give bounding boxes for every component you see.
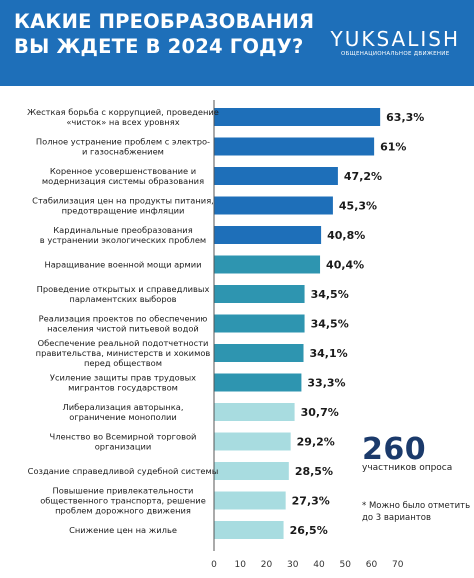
category-label-9-line-0: Усиление защиты прав трудовых xyxy=(50,373,196,383)
category-label-8-line-0: Обеспечение реальной подотчетности xyxy=(38,338,209,348)
value-label-14: 26,5% xyxy=(290,524,328,537)
category-label-5-line-0: Наращивание военной мощи армии xyxy=(44,260,201,270)
category-label-8: Обеспечение реальной подотчетности правит… xyxy=(36,338,211,368)
value-label-6: 34,5% xyxy=(311,288,349,301)
value-label-13: 27,3% xyxy=(292,495,330,508)
category-label-2-line-1: модернизация системы образования xyxy=(42,176,204,186)
value-label-1: 61% xyxy=(380,141,406,154)
brand-subtitle: ОБЩЕНАЦИОНАЛЬНОЕ ДВИЖЕНИЕ xyxy=(340,51,450,57)
category-label-10-line-1: ограничение монополии xyxy=(69,412,177,422)
bar-1 xyxy=(214,137,375,156)
bar-10 xyxy=(214,403,295,421)
bar-chart: 63,3% Жесткая борьба с коррупцией, провед… xyxy=(27,100,424,570)
bar-4 xyxy=(214,226,322,244)
value-label-3: 45,3% xyxy=(339,200,377,213)
title-line-2: ВЫ ЖДЕТЕ В 2024 ГОДУ? xyxy=(14,35,304,58)
value-label-12: 28,5% xyxy=(295,465,333,478)
category-label-3-line-0: Стабилизация цен на продукты питания, xyxy=(32,196,214,206)
value-label-4: 40,8% xyxy=(327,229,365,242)
category-label-10-line-0: Либерализация авторынка, xyxy=(63,402,184,412)
brand-name: YUKSALISH xyxy=(330,27,460,51)
value-label-0: 63,3% xyxy=(386,111,424,124)
category-label-13-line-0: Повышение привлекательности xyxy=(53,486,194,496)
x-tick-2: 20 xyxy=(261,560,273,570)
category-label-4: Кардинальные преобразования в устранении … xyxy=(40,225,206,245)
brand-logo: YUKSALISH ОБЩЕНАЦИОНАЛЬНОЕ ДВИЖЕНИЕ xyxy=(331,28,461,58)
bar-3 xyxy=(214,196,333,215)
category-label-8-line-2: перед обществом xyxy=(84,358,162,368)
bar-6 xyxy=(214,285,305,303)
category-label-1-line-1: и газоснабжением xyxy=(82,147,164,157)
category-label-8-line-1: правительства, министерств и хокимов xyxy=(36,348,211,358)
footnote-line-1: * Можно было отметить xyxy=(362,501,471,511)
bar-0 xyxy=(214,108,381,126)
category-label-4-line-1: в устранении экологических проблем xyxy=(40,235,206,245)
category-label-6: Проведение открытых и справедливых парлам… xyxy=(37,284,210,304)
category-label-11: Членство во Всемирной торговой организаци… xyxy=(50,432,197,452)
category-label-11-line-0: Членство во Всемирной торговой xyxy=(50,432,197,442)
category-label-14-line-0: Снижение цен на жилье xyxy=(69,525,177,535)
x-tick-4: 40 xyxy=(313,560,325,570)
bar-9 xyxy=(214,373,302,392)
value-label-11: 29,2% xyxy=(297,436,335,449)
category-label-0-line-0: Жесткая борьба с коррупцией, проведение xyxy=(27,107,219,117)
category-label-3: Стабилизация цен на продукты питания, пре… xyxy=(32,196,214,216)
category-label-4-line-0: Кардинальные преобразования xyxy=(53,225,192,235)
category-label-6-line-1: парламентских выборов xyxy=(69,294,176,304)
bar-7 xyxy=(214,314,305,333)
page-title: КАКИЕ ПРЕОБРАЗОВАНИЯ ВЫ ЖДЕТЕ В 2024 ГОД… xyxy=(14,9,334,59)
value-label-2: 47,2% xyxy=(344,170,382,183)
category-label-1: Полное устранение проблем с электро-и га… xyxy=(36,137,210,157)
category-label-13: Повышение привлекательности общественного… xyxy=(40,486,206,516)
category-label-7: Реализация проектов по обеспечению населе… xyxy=(39,314,208,334)
bar-5 xyxy=(214,255,321,274)
category-label-6-line-0: Проведение открытых и справедливых xyxy=(37,284,210,294)
x-tick-0: 0 xyxy=(211,560,217,570)
category-label-5: Наращивание военной мощи армии xyxy=(44,260,201,270)
category-label-13-line-1: общественного транспорта, решение xyxy=(40,496,206,506)
category-label-2-line-0: Коренное усовершенствование и xyxy=(50,166,196,176)
participants-count: 260 xyxy=(362,432,427,467)
category-label-14: Снижение цен на жилье xyxy=(69,525,177,535)
category-label-12-line-0: Создание справедливой судебной системы xyxy=(28,466,219,476)
category-label-7-line-1: населения чистой питьевой водой xyxy=(47,324,199,334)
category-label-0: Жесткая борьба с коррупцией, проведение «… xyxy=(27,107,219,127)
category-label-13-line-2: проблем дорожного движения xyxy=(55,506,191,516)
category-label-7-line-0: Реализация проектов по обеспечению xyxy=(39,314,208,324)
bar-13 xyxy=(214,491,286,510)
category-label-2: Коренное усовершенствование и модернизаци… xyxy=(42,166,204,186)
category-label-9: Усиление защиты прав трудовых мигрантов г… xyxy=(50,373,196,393)
bar-12 xyxy=(214,462,289,480)
category-label-12: Создание справедливой судебной системы xyxy=(28,466,219,476)
category-label-3-line-1: предотвращение инфляции xyxy=(62,206,185,216)
value-label-9: 33,3% xyxy=(307,377,345,390)
x-tick-6: 60 xyxy=(366,560,378,570)
x-tick-5: 50 xyxy=(340,560,352,570)
category-label-9-line-1: мигрантов государством xyxy=(68,383,178,393)
header-banner: КАКИЕ ПРЕОБРАЗОВАНИЯ ВЫ ЖДЕТЕ В 2024 ГОД… xyxy=(0,0,474,86)
footnote-line-2: до 3 вариантов xyxy=(362,513,431,523)
x-tick-7: 70 xyxy=(392,560,404,570)
bar-8 xyxy=(214,344,304,362)
bar-14 xyxy=(214,521,284,539)
category-label-11-line-1: организации xyxy=(95,442,152,452)
value-label-7: 34,5% xyxy=(311,318,349,331)
x-tick-3: 30 xyxy=(287,560,299,570)
category-label-0-line-1: «чисток» на всех уровнях xyxy=(66,117,179,127)
value-label-10: 30,7% xyxy=(301,406,339,419)
category-label-10: Либерализация авторынка, ограничение моно… xyxy=(63,402,184,422)
value-label-8: 34,1% xyxy=(310,347,348,360)
participants-label: участников опроса xyxy=(362,463,453,473)
bar-2 xyxy=(214,167,338,185)
x-tick-1: 10 xyxy=(235,560,247,570)
value-label-5: 40,4% xyxy=(326,259,364,272)
title-line-1: КАКИЕ ПРЕОБРАЗОВАНИЯ xyxy=(14,10,315,33)
bar-11 xyxy=(214,432,291,451)
category-label-1-line-0: Полное устранение проблем с электро- xyxy=(36,137,210,147)
